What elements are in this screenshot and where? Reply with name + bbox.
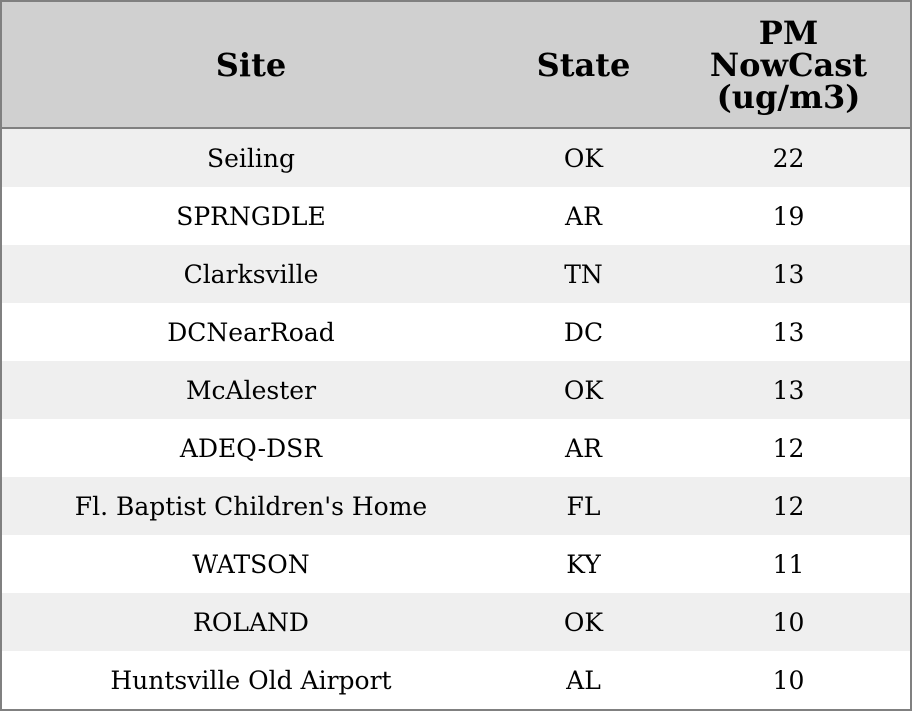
header-text: State: [536, 45, 631, 84]
table-cell: McAlester: [2, 361, 500, 419]
table-cell: 13: [667, 303, 910, 361]
table-cell: Seiling: [2, 128, 500, 187]
header-cell: Site: [2, 2, 500, 129]
table-cell: 13: [667, 245, 910, 303]
table-cell: TN: [500, 245, 667, 303]
table-row: Huntsville Old Airport AL 10: [2, 651, 910, 709]
table-cell: Huntsville Old Airport: [2, 651, 500, 709]
table-cell: WATSON: [2, 535, 500, 593]
table-row: Clarksville TN 13: [2, 245, 910, 303]
table-row: WATSON KY 11: [2, 535, 910, 593]
table-cell: 22: [667, 128, 910, 187]
table-cell: FL: [500, 477, 667, 535]
table-cell: 12: [667, 419, 910, 477]
table-row: McAlester OK 13: [2, 361, 910, 419]
table-cell: ADEQ-DSR: [2, 419, 500, 477]
table-cell: AL: [500, 651, 667, 709]
table-row: DCNearRoad DC 13: [2, 303, 910, 361]
header-cell: PM NowCast (ug/m3): [667, 2, 910, 129]
table-cell: DCNearRoad: [2, 303, 500, 361]
table-cell: 12: [667, 477, 910, 535]
table-cell: 11: [667, 535, 910, 593]
table-cell: 13: [667, 361, 910, 419]
table-cell: 10: [667, 651, 910, 709]
table-cell: 19: [667, 187, 910, 245]
header-text: Site: [215, 45, 287, 84]
table-cell: OK: [500, 128, 667, 187]
table-cell: DC: [500, 303, 667, 361]
table-cell: Fl. Baptist Children's Home: [2, 477, 500, 535]
table-cell: Clarksville: [2, 245, 500, 303]
header-text: PM NowCast (ug/m3): [709, 13, 868, 116]
table-cell: AR: [500, 187, 667, 245]
table-row: Fl. Baptist Children's Home FL 12: [2, 477, 910, 535]
table-row: ADEQ-DSR AR 12: [2, 419, 910, 477]
table-row: ROLAND OK 10: [2, 593, 910, 651]
table-cell: AR: [500, 419, 667, 477]
table-cell: 10: [667, 593, 910, 651]
table-row: SPRNGDLE AR 19: [2, 187, 910, 245]
table-cell: OK: [500, 361, 667, 419]
table-cell: ROLAND: [2, 593, 500, 651]
header-cell: State: [500, 2, 667, 129]
table-row: Seiling OK 22: [2, 128, 910, 187]
table-cell: OK: [500, 593, 667, 651]
table-cell: SPRNGDLE: [2, 187, 500, 245]
header-row: Site State PM NowCast (ug/m3): [2, 2, 910, 129]
table-cell: KY: [500, 535, 667, 593]
